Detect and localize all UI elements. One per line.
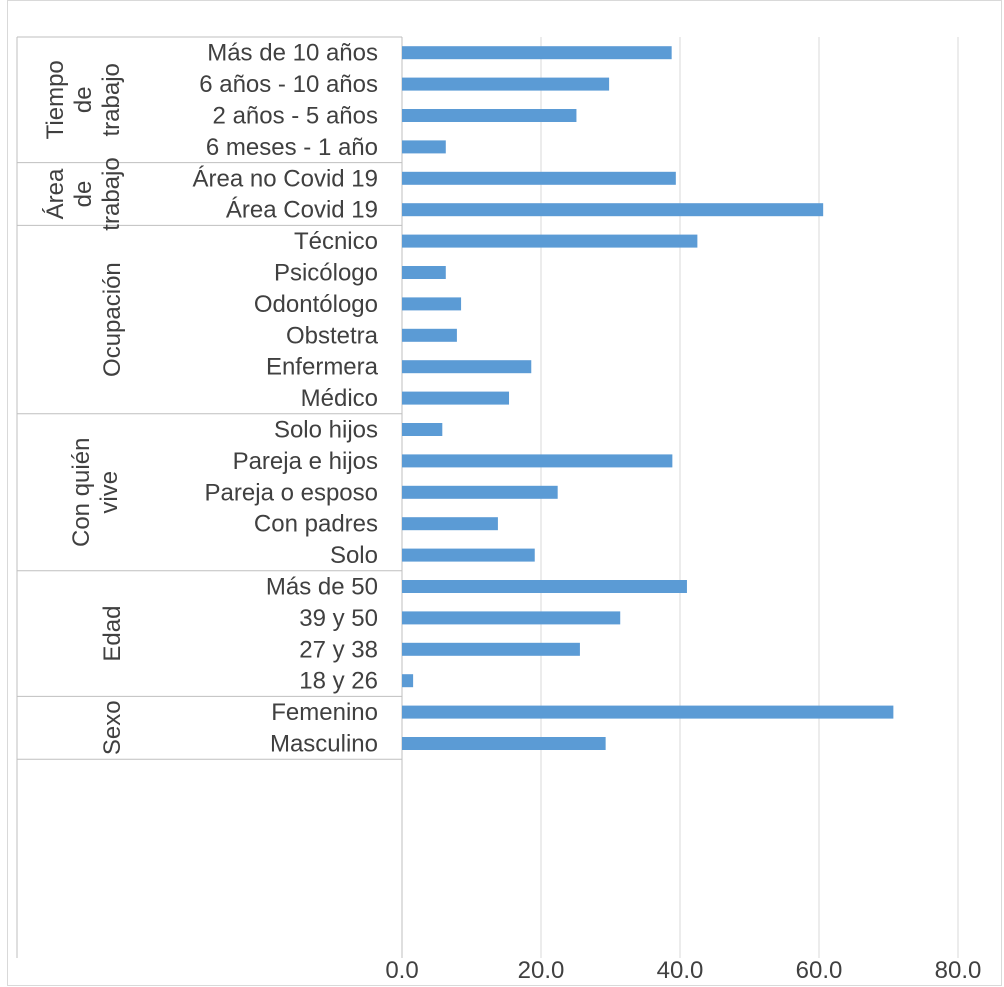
bar	[402, 328, 457, 342]
group-label-line: Con quién	[68, 438, 95, 547]
bar	[402, 109, 577, 122]
category-label: Masculino	[270, 731, 378, 758]
bar	[402, 77, 610, 91]
category-label: Pareja o esposo	[205, 479, 378, 506]
bar	[402, 423, 443, 436]
bar	[402, 705, 894, 719]
bar	[402, 517, 498, 531]
category-label: 6 meses - 1 año	[206, 134, 378, 161]
category-label: Técnico	[294, 228, 378, 255]
group-label-line: de	[70, 86, 97, 113]
group-label: Áreadetrabajo	[42, 157, 125, 230]
category-label: 2 años - 5 años	[213, 103, 378, 130]
x-tick-label: 80.0	[935, 957, 982, 984]
group-label: Con quiénvive	[68, 438, 123, 547]
bars	[402, 46, 894, 750]
group-label-line: trabajo	[98, 63, 125, 136]
bar	[402, 454, 673, 468]
group-label-line: trabajo	[98, 157, 125, 230]
category-label: Enfermera	[266, 354, 379, 381]
x-tick-label: 40.0	[657, 957, 704, 984]
bar	[402, 140, 446, 154]
x-tick-label: 20.0	[518, 957, 565, 984]
bar	[402, 391, 510, 405]
group-label: Edad	[99, 606, 126, 662]
group-label-line: vive	[96, 471, 123, 514]
group-label: Sexo	[99, 700, 126, 755]
category-label: Solo hijos	[274, 417, 378, 444]
category-label: Odontólogo	[254, 291, 378, 318]
category-label: Médico	[301, 385, 378, 412]
bar	[402, 642, 580, 656]
bar	[402, 611, 621, 625]
category-label: Psicólogo	[274, 260, 378, 287]
bar	[402, 580, 687, 593]
bar	[402, 234, 698, 248]
bar	[402, 203, 824, 217]
bar	[402, 737, 606, 750]
group-label-line: Edad	[99, 606, 126, 662]
bar	[402, 548, 535, 562]
group-label-line: de	[70, 181, 97, 208]
category-label: Pareja e hijos	[233, 448, 378, 475]
category-labels: Más de 10 años 6 años - 10 años 2 años - 5…	[193, 40, 379, 758]
category-label: Más de 50	[266, 574, 378, 601]
bar	[402, 266, 446, 279]
bar	[402, 485, 558, 499]
bar	[402, 171, 676, 185]
category-label: Solo	[330, 542, 378, 569]
group-frames	[16, 36, 403, 958]
bar	[402, 297, 462, 311]
category-label: Femenino	[271, 699, 378, 726]
group-label-line: Sexo	[99, 700, 126, 755]
group-label-line: Área	[42, 168, 69, 219]
group-label: Tiempodetrabajo	[42, 60, 125, 139]
category-label: Obstetra	[286, 322, 379, 349]
x-tick-label: 0.0	[385, 957, 418, 984]
group-label-line: Ocupación	[99, 262, 126, 377]
group-labels: TiempodetrabajoÁreadetrabajoOcupaciónCon…	[42, 60, 126, 755]
group-label: Ocupación	[99, 262, 126, 377]
category-label: 6 años - 10 años	[199, 71, 378, 98]
category-label: 18 y 26	[299, 668, 378, 695]
bar	[402, 674, 414, 688]
group-label-line: Tiempo	[42, 60, 69, 139]
bar	[402, 46, 672, 60]
x-axis-tick-labels: 0.0 20.0 40.0 60.0 80.0	[385, 957, 981, 984]
category-label: Más de 10 años	[207, 40, 378, 67]
bar	[402, 360, 532, 374]
x-tick-label: 60.0	[796, 957, 843, 984]
category-label: Área Covid 19	[226, 197, 378, 224]
category-label: Con padres	[254, 511, 378, 538]
category-label: 39 y 50	[299, 605, 378, 632]
category-label: 27 y 38	[299, 636, 378, 663]
category-label: Área no Covid 19	[193, 165, 378, 192]
